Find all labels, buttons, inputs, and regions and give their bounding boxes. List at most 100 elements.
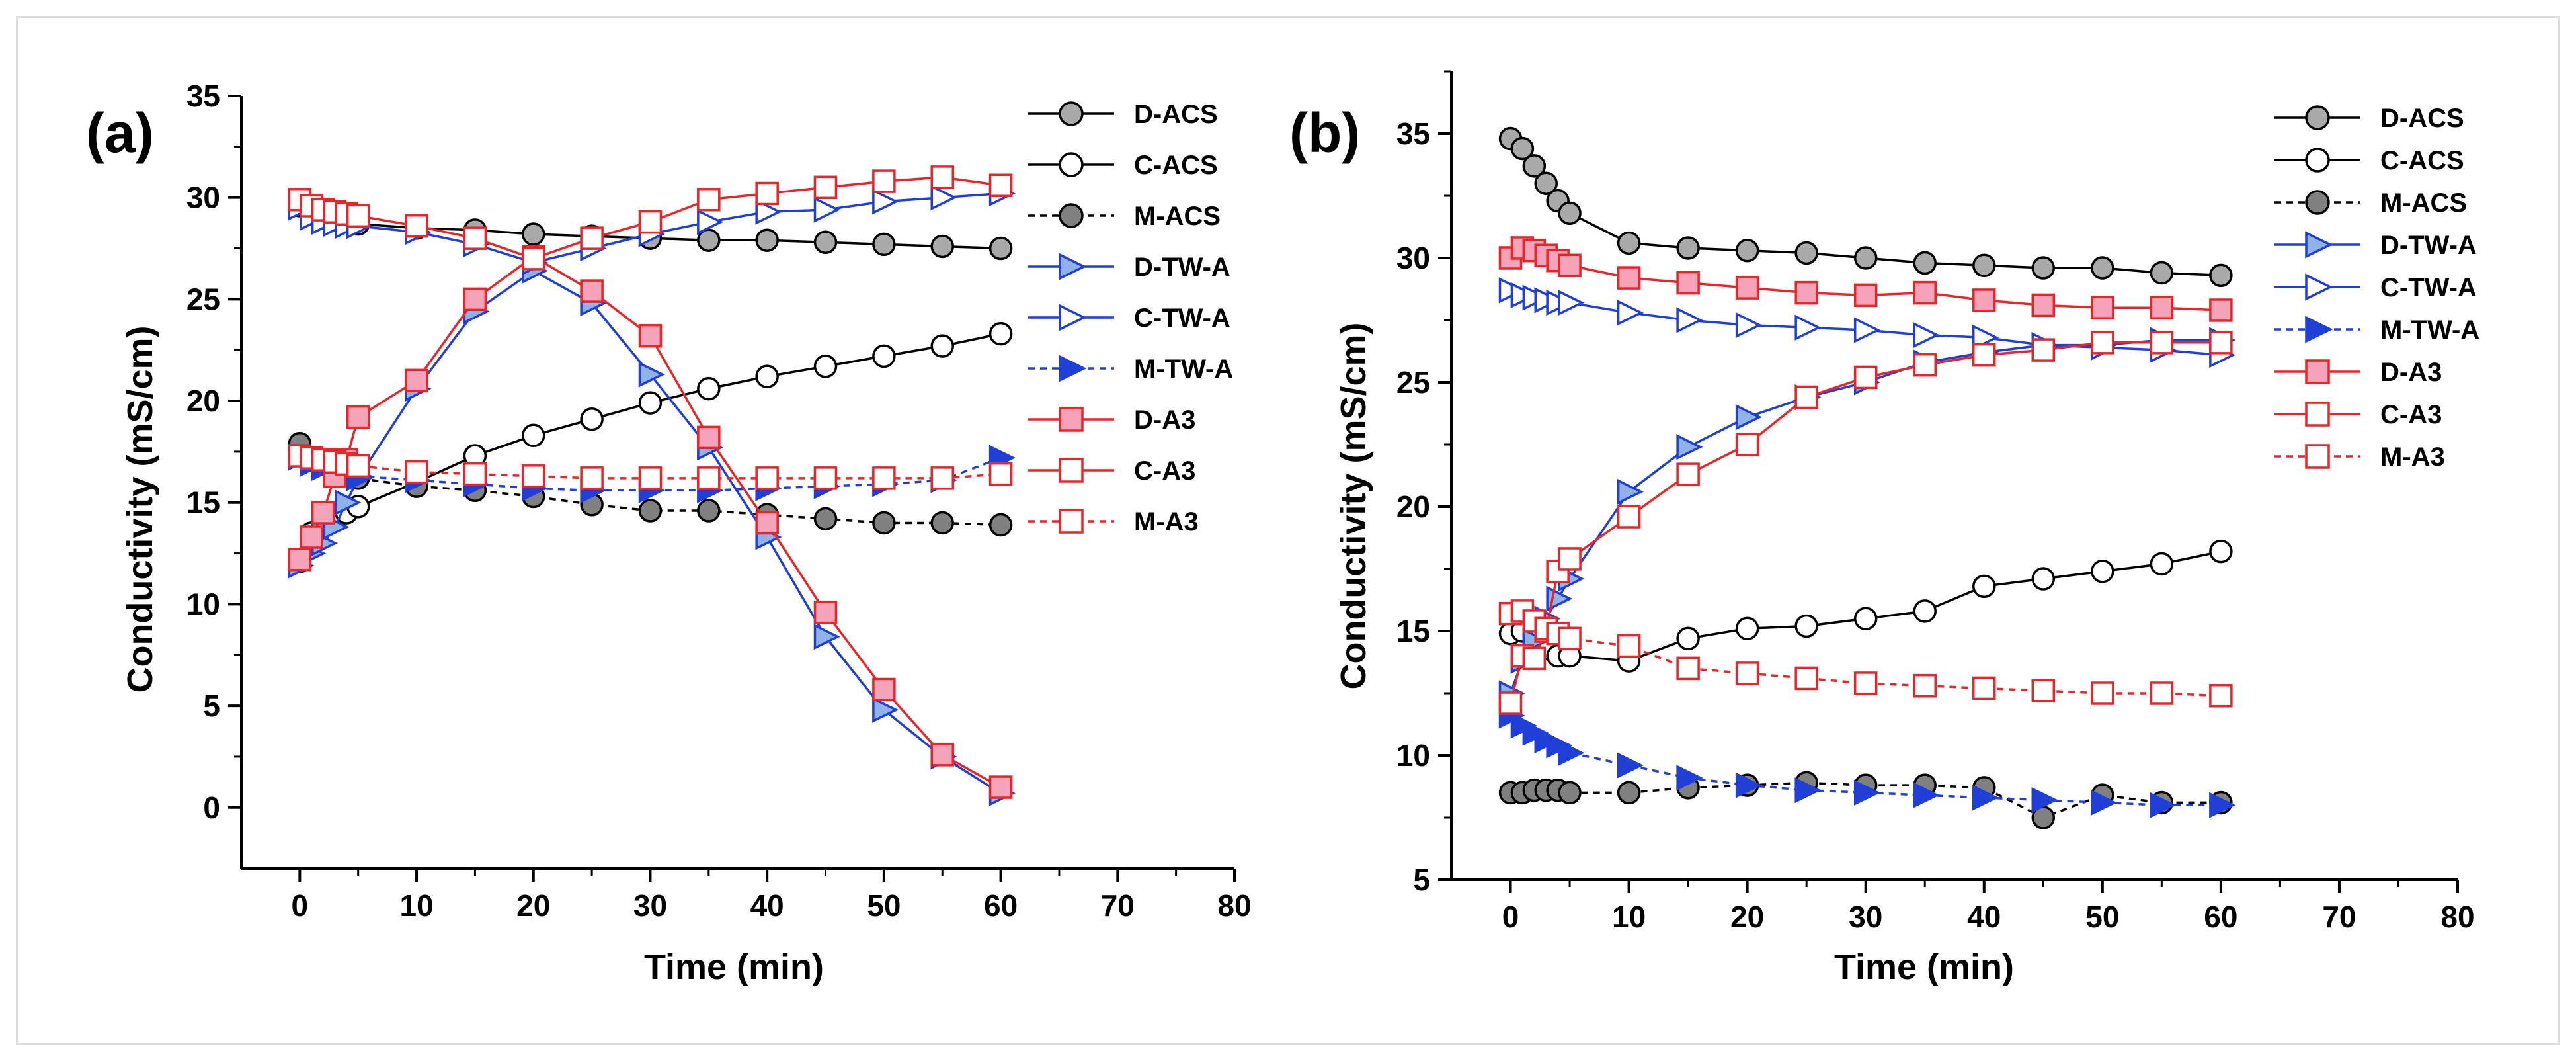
data-point-m-a3	[1794, 666, 1818, 691]
data-point-c-a3	[580, 226, 604, 250]
data-point-d-a3	[697, 425, 721, 450]
data-point-d-a3	[1558, 253, 1582, 278]
data-point-m-a3	[522, 464, 545, 488]
legend-marker-d-acs	[2305, 105, 2330, 130]
legend-label-d-tw-a: D-TW-A	[2380, 231, 2477, 260]
data-point-c-acs	[522, 423, 545, 448]
data-point-d-acs	[1676, 236, 1700, 260]
series-c-a3	[288, 165, 1013, 271]
data-point-c-tw-a	[1794, 314, 1822, 341]
legend-marker-d-tw-a	[1059, 253, 1087, 280]
data-point-m-acs	[638, 499, 663, 523]
data-point-c-tw-a	[1972, 324, 1999, 351]
series-d-a3	[288, 245, 1013, 799]
legend-label-m-a3: M-A3	[2380, 443, 2445, 472]
x-tick-label: 50	[867, 888, 901, 923]
data-point-c-acs	[813, 355, 838, 378]
legend-label-m-a3: M-A3	[1134, 507, 1199, 536]
data-point-m-a3	[580, 466, 604, 490]
data-point-c-acs	[1913, 599, 1937, 623]
data-point-c-tw-a	[1853, 317, 1881, 343]
data-point-c-a3	[930, 165, 954, 189]
panel-a-xlabel: Time (min)	[644, 947, 824, 987]
figure-frame	[16, 16, 2560, 1045]
legend-marker-d-a3	[1059, 407, 1084, 432]
data-point-d-a3	[1972, 288, 1996, 312]
data-point-d-a3	[1913, 280, 1937, 305]
legend-label-d-a3: D-A3	[2380, 358, 2442, 387]
data-point-c-a3	[1853, 365, 1878, 390]
legend-marker-m-acs	[1059, 203, 1084, 228]
data-point-c-a3	[1522, 646, 1547, 671]
y-tick-label: 30	[186, 181, 220, 215]
data-point-c-a3	[1913, 353, 1937, 377]
data-point-c-a3	[1558, 547, 1582, 571]
data-point-c-a3	[638, 210, 663, 234]
data-point-c-acs	[872, 344, 896, 368]
y-tick-label: 10	[1396, 738, 1430, 773]
data-point-m-tw-a	[1853, 779, 1881, 806]
data-point-c-tw-a	[1735, 312, 1763, 339]
data-point-c-a3	[1676, 462, 1700, 486]
data-point-c-a3	[2209, 331, 2233, 355]
data-point-d-acs	[930, 234, 954, 259]
x-tick-label: 30	[1849, 900, 1882, 934]
data-point-m-tw-a	[2150, 792, 2177, 818]
data-point-c-a3	[2031, 338, 2056, 362]
data-point-d-a3	[288, 548, 312, 572]
data-point-d-acs	[2150, 261, 2174, 285]
legend-marker-c-tw-a	[1059, 304, 1087, 331]
data-point-m-tw-a	[2091, 789, 2118, 816]
data-point-c-a3	[463, 226, 487, 250]
data-point-d-acs	[522, 222, 545, 246]
legend-label-c-acs: C-ACS	[1134, 151, 1218, 180]
data-point-d-a3	[580, 279, 604, 303]
data-point-c-a3	[2150, 331, 2174, 355]
data-point-d-acs	[1522, 154, 1547, 178]
legend-marker-m-a3	[1059, 509, 1084, 534]
data-point-d-acs	[697, 228, 721, 252]
data-point-d-acs	[872, 232, 896, 257]
data-point-d-acs	[2209, 263, 2233, 288]
data-point-c-a3	[1794, 385, 1818, 409]
data-point-d-tw-a	[1617, 478, 1644, 505]
legend-marker-c-a3	[1059, 458, 1084, 483]
data-point-d-a3	[1676, 271, 1700, 295]
data-point-d-tw-a	[813, 623, 840, 650]
data-point-m-a3	[1676, 656, 1700, 681]
data-point-c-acs	[638, 391, 663, 415]
y-tick-label: 10	[186, 587, 220, 621]
series-c-acs	[288, 321, 1013, 573]
data-point-m-tw-a	[2031, 787, 2058, 814]
data-point-c-a3	[755, 181, 779, 206]
data-point-d-a3	[2209, 298, 2233, 322]
data-point-m-acs	[697, 499, 721, 523]
data-point-m-a3	[1735, 661, 1759, 685]
data-point-c-acs	[2150, 552, 2174, 576]
data-point-c-acs	[930, 334, 954, 358]
data-point-m-a3	[1972, 676, 1996, 700]
data-point-m-tw-a	[1676, 765, 1703, 791]
data-point-m-tw-a	[1735, 772, 1763, 798]
data-point-d-tw-a	[1735, 404, 1763, 431]
x-tick-label: 80	[2440, 900, 2474, 934]
data-point-m-acs	[1558, 781, 1582, 805]
series-c-acs	[1498, 539, 2233, 673]
data-point-d-a3	[1735, 276, 1759, 300]
data-point-m-a3	[2091, 681, 2114, 705]
data-point-m-tw-a	[1972, 785, 1999, 811]
data-point-d-tw-a	[1676, 434, 1703, 460]
data-point-m-tw-a	[1617, 752, 1644, 779]
data-point-d-a3	[1617, 266, 1641, 290]
data-point-c-acs	[1972, 574, 1996, 599]
data-point-m-a3	[930, 466, 954, 490]
legend-label-c-tw-a: C-TW-A	[1134, 304, 1230, 333]
data-point-d-acs	[1853, 246, 1878, 270]
series-line-m-acs	[1510, 781, 2221, 819]
x-tick-label: 20	[516, 888, 550, 923]
x-tick-label: 60	[2204, 900, 2237, 934]
data-point-d-acs	[1972, 253, 1996, 278]
legend-marker-c-tw-a	[2305, 273, 2333, 301]
legend-marker-m-tw-a	[1059, 355, 1087, 382]
x-tick-label: 0	[292, 888, 309, 923]
